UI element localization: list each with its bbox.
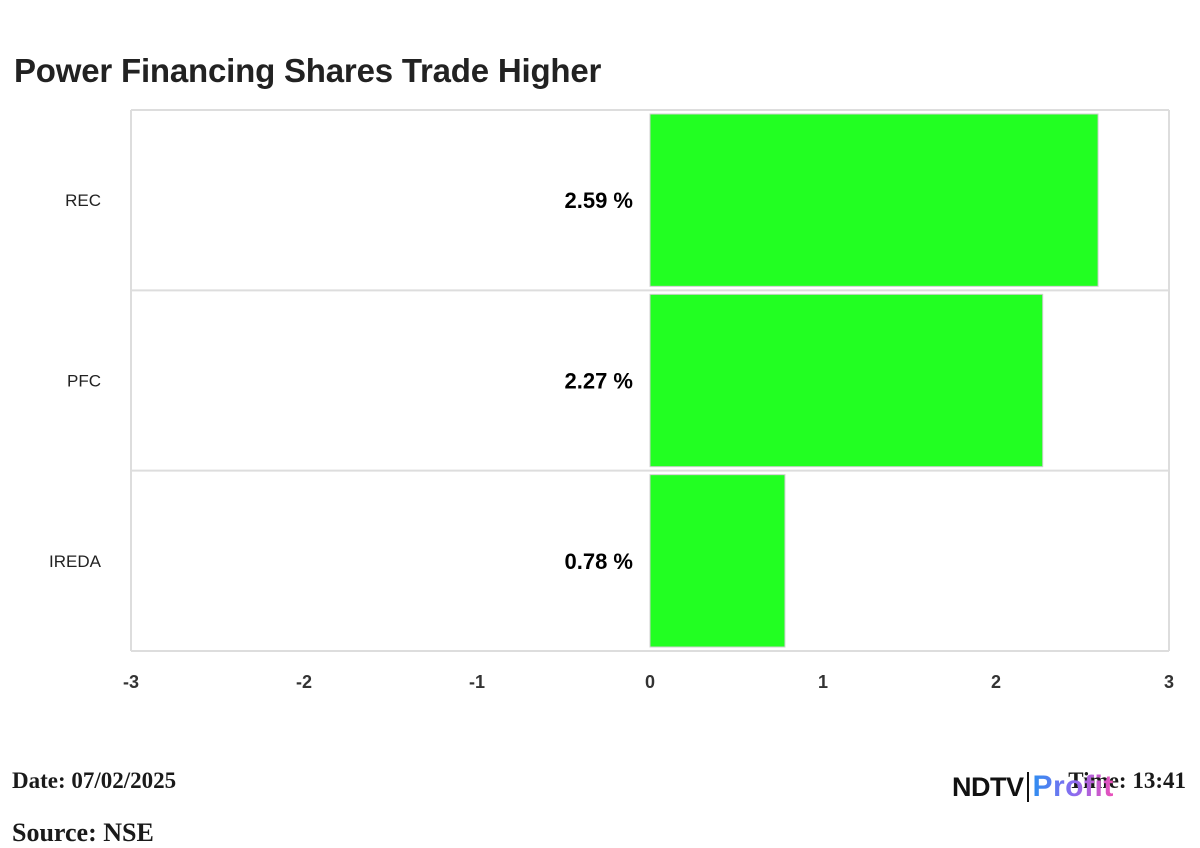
bar-layer [649,113,1099,648]
bar-ireda [649,474,786,648]
bar-pfc [649,293,1044,468]
category-label-ireda: IREDA [49,552,102,571]
data-label-pfc: 2.27 % [565,369,634,394]
grid-layer [130,109,1170,652]
logo-product: Profit [1032,770,1114,803]
x-tick-label: 1 [818,672,828,692]
x-tick-label: 0 [645,672,655,692]
chart-title: Power Financing Shares Trade Higher [14,52,602,89]
footer-time: Time: 13:41 [1068,768,1186,793]
bar-chart: REC 2.59 % PFC 2.27 % IREDA 0.78 % -3 -2 -1 0 1 2 3 [49,109,1174,692]
x-tick-label: -3 [123,672,139,692]
footer-date: Date: 07/02/2025 [12,768,177,793]
x-tick-label: 3 [1164,672,1174,692]
category-label-rec: REC [65,191,101,210]
category-label-pfc: PFC [67,372,101,391]
x-tick-label: -2 [296,672,312,692]
data-label-ireda: 0.78 % [565,549,634,574]
x-tick-label: 2 [991,672,1001,692]
x-tick-label: -1 [469,672,485,692]
logo-brand: NDTV [952,771,1024,802]
bar-rec [649,113,1099,287]
logo-separator [1026,772,1029,802]
x-axis-ticks: -3 -2 -1 0 1 2 3 [123,672,1174,692]
label-layer: REC 2.59 % PFC 2.27 % IREDA 0.78 % [49,188,633,574]
ndtv-profit-logo: NDTV Profit [952,770,1114,804]
data-label-rec: 2.59 % [565,188,634,213]
footer-source: Source: NSE [12,818,154,847]
